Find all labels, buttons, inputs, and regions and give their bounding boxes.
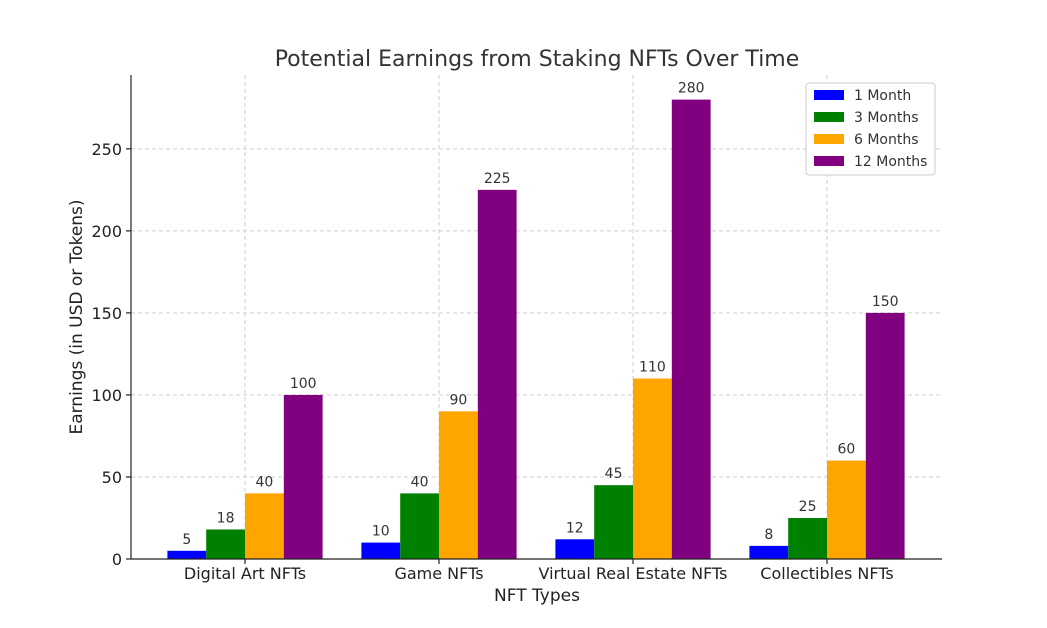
- axes: 0 50 100 150 200 250 Digital Art NFTs Game NFTs…: [91, 75, 942, 583]
- x-tick-label: Game NFTs: [394, 564, 483, 583]
- bar: [788, 517, 827, 559]
- legend-swatch: [814, 134, 844, 144]
- bar-value-label: 90: [449, 392, 467, 408]
- legend-swatch: [814, 112, 844, 122]
- legend-label: 6 Months: [854, 132, 919, 148]
- bar-value-label: 18: [217, 510, 235, 526]
- legend-label: 1 Month: [854, 88, 911, 104]
- bar: [865, 312, 905, 559]
- legend-label: 3 Months: [854, 110, 919, 126]
- bar: [671, 99, 711, 559]
- bar-value-label: 225: [484, 171, 511, 187]
- bar-value-label: 100: [290, 376, 317, 392]
- bar: [633, 378, 672, 559]
- bar: [439, 411, 478, 559]
- bar-value-label: 40: [255, 474, 273, 490]
- bar-value-label: 110: [639, 360, 666, 376]
- data-labels: 5 10 12 8 18 40 45 25 40 90 110 60 100 225 280 150: [182, 81, 898, 548]
- y-axis-label: Earnings (in USD or Tokens): [67, 199, 87, 434]
- bar: [477, 189, 517, 559]
- chart-title: Potential Earnings from Staking NFTs Ove…: [275, 47, 800, 72]
- y-tick-label: 250: [91, 140, 122, 159]
- y-tick-label: 0: [112, 550, 122, 569]
- bar: [749, 545, 789, 559]
- bar: [361, 542, 401, 559]
- bar-value-label: 40: [411, 474, 429, 490]
- bar: [827, 460, 866, 559]
- y-tick-label: 50: [102, 468, 122, 487]
- bar: [283, 394, 323, 559]
- legend-box: [805, 82, 936, 176]
- bars: [167, 99, 905, 559]
- bar: [400, 493, 439, 559]
- bar-value-label: 45: [605, 466, 623, 482]
- bar-value-label: 280: [678, 81, 705, 97]
- bar-value-label: 25: [799, 499, 817, 515]
- x-tick-label: Digital Art NFTs: [184, 564, 306, 583]
- bar-value-label: 5: [182, 532, 191, 548]
- legend-swatch: [814, 90, 844, 100]
- bar: [594, 485, 633, 559]
- bar: [555, 539, 595, 559]
- bar-value-label: 10: [372, 524, 390, 540]
- bar: [167, 550, 207, 559]
- bar-value-label: 150: [872, 294, 899, 310]
- x-tick-label: Collectibles NFTs: [760, 564, 893, 583]
- x-axis-label: NFT Types: [494, 586, 580, 606]
- legend: 1 Month 3 Months 6 Months 12 Months: [805, 82, 936, 176]
- legend-swatch: [814, 156, 844, 166]
- legend-label: 12 Months: [854, 154, 927, 170]
- x-tick-label: Virtual Real Estate NFTs: [538, 564, 727, 583]
- bar-value-label: 8: [764, 527, 773, 543]
- y-tick-label: 150: [91, 304, 122, 323]
- bar: [206, 529, 245, 559]
- y-tick-label: 200: [91, 222, 122, 241]
- y-tick-label: 100: [91, 386, 122, 405]
- bar: [245, 493, 284, 559]
- bar-value-label: 12: [566, 520, 584, 536]
- bar-value-label: 60: [837, 442, 855, 458]
